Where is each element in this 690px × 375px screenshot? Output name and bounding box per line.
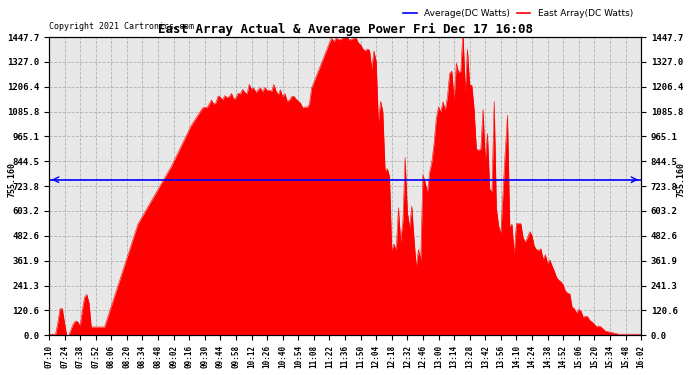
Text: Copyright 2021 Cartronics.com: Copyright 2021 Cartronics.com — [49, 22, 194, 31]
Legend: Average(DC Watts), East Array(DC Watts): Average(DC Watts), East Array(DC Watts) — [400, 6, 637, 22]
Title: East Array Actual & Average Power Fri Dec 17 16:08: East Array Actual & Average Power Fri De… — [157, 23, 533, 36]
Text: 755.160: 755.160 — [677, 162, 686, 197]
Text: 755.160: 755.160 — [8, 162, 17, 197]
